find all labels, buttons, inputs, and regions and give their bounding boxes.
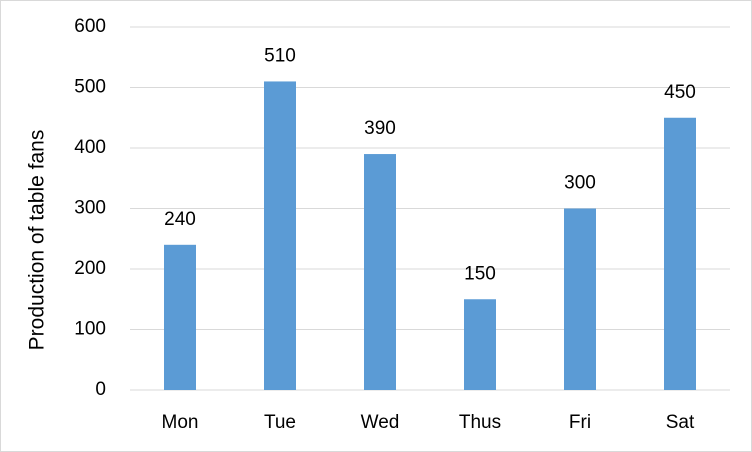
x-tick-label: Tue <box>264 412 296 433</box>
x-tick-label: Sat <box>666 412 695 433</box>
y-tick-label: 100 <box>74 319 106 340</box>
y-tick-label: 200 <box>74 258 106 279</box>
bar <box>364 154 396 390</box>
y-axis-label: Production of table fans <box>26 130 49 351</box>
x-tick-label: Wed <box>361 412 400 433</box>
bar <box>564 208 596 390</box>
x-tick-label: Thus <box>459 412 501 433</box>
data-label: 510 <box>264 45 296 66</box>
y-tick-label: 500 <box>74 77 106 98</box>
data-label: 240 <box>164 209 196 230</box>
x-tick-label: Fri <box>569 412 591 433</box>
y-tick-label: 300 <box>74 198 106 219</box>
x-tick-label: Mon <box>162 412 199 433</box>
y-tick-label: 400 <box>74 137 106 158</box>
bar <box>164 244 196 390</box>
data-label: 150 <box>464 263 496 284</box>
bar <box>664 117 696 390</box>
data-label: 450 <box>664 82 696 103</box>
bar <box>464 299 496 390</box>
y-tick-label: 600 <box>74 16 106 37</box>
y-tick-label: 0 <box>95 379 106 400</box>
data-label: 390 <box>364 118 396 139</box>
data-label: 300 <box>564 173 596 194</box>
bar <box>264 81 296 390</box>
